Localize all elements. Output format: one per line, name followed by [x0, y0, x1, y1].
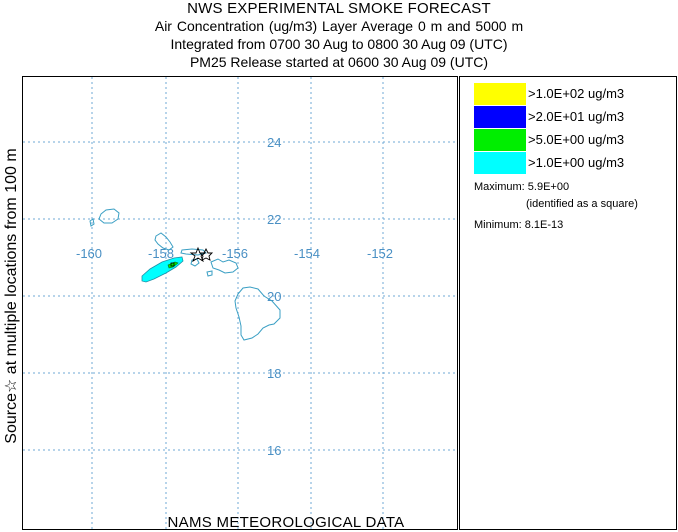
island-kahoolawe — [206, 270, 213, 277]
legend-swatch-4 — [474, 152, 526, 174]
legend-minimum: Minimum: 8.1E-13 — [474, 219, 564, 231]
island-maui — [210, 258, 239, 274]
plume-maximum-square — [170, 262, 175, 267]
smoke-map[interactable]: 24 22 20 18 16 -160 -158 -156 -154 -152 — [22, 76, 458, 530]
legend-maximum: Maximum: 5.9E+00 — [474, 181, 570, 193]
legend-item-4: >1.0E+00 ug/m3 — [474, 152, 674, 174]
island-oahu — [154, 232, 174, 251]
lon-tick-154: -154 — [294, 246, 320, 261]
legend-swatch-2 — [474, 106, 526, 128]
release-start: PM25 Release started at 0600 30 Aug 09 (… — [189, 54, 489, 70]
source-label: Source☆ at multiple locations from 100 m — [3, 148, 20, 444]
lat-tick-22: 22 — [267, 212, 281, 227]
legend-label-1: >1.0E+02 ug/m3 — [528, 86, 625, 101]
legend-label-2: >2.0E+01 ug/m3 — [528, 109, 625, 124]
longitude-gridlines — [91, 77, 384, 529]
legend-item-2: >2.0E+01 ug/m3 — [474, 106, 674, 128]
legend-item-1: >1.0E+02 ug/m3 — [474, 83, 674, 105]
island-niihau — [89, 218, 95, 227]
lat-tick-24: 24 — [267, 135, 281, 150]
legend-maximum-note: (identified as a square) — [526, 198, 638, 210]
legend-swatch-3 — [474, 129, 526, 151]
concentration-description: Air Concentration (ug/m3) Layer Average … — [154, 18, 524, 34]
lat-tick-20: 20 — [267, 289, 281, 304]
smoke-plume — [141, 256, 184, 283]
map-frame — [22, 76, 458, 530]
forecast-title: NWS EXPERIMENTAL SMOKE FORECAST — [187, 0, 491, 17]
lon-tick-158: -158 — [148, 246, 174, 261]
meteorological-data-label: NAMS METEOROLOGICAL DATA — [167, 514, 405, 531]
legend-label-3: >5.0E+00 ug/m3 — [528, 132, 625, 147]
legend-label-4: >1.0E+00 ug/m3 — [528, 155, 625, 170]
lon-tick-160: -160 — [76, 246, 102, 261]
source-star-2 — [198, 247, 214, 261]
lat-tick-18: 18 — [267, 366, 281, 381]
integration-period: Integrated from 0700 30 Aug to 0800 30 A… — [170, 36, 508, 52]
island-kauai — [98, 208, 120, 224]
legend-swatch-1 — [474, 83, 526, 105]
island-hawaii — [234, 286, 281, 341]
legend-panel: >1.0E+02 ug/m3 >2.0E+01 ug/m3 >5.0E+00 u… — [459, 76, 677, 530]
lat-tick-16: 16 — [267, 443, 281, 458]
legend-item-3: >5.0E+00 ug/m3 — [474, 129, 674, 151]
lon-tick-156: -156 — [222, 246, 248, 261]
lon-tick-152: -152 — [367, 246, 393, 261]
latitude-gridlines — [23, 141, 457, 451]
source-markers — [189, 246, 214, 263]
island-molokai — [180, 248, 207, 256]
plume-level-2 — [167, 261, 179, 269]
